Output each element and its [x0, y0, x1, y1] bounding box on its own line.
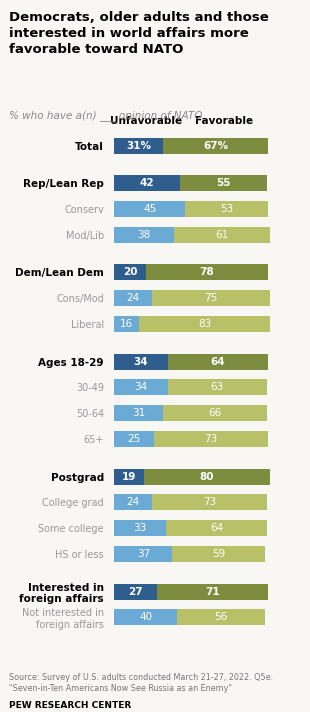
Bar — [114, 290, 152, 306]
Text: 78: 78 — [200, 267, 214, 278]
Text: 63: 63 — [210, 382, 224, 392]
Bar — [152, 290, 270, 306]
Text: 38: 38 — [138, 230, 151, 240]
Bar — [157, 584, 268, 600]
Text: 16: 16 — [120, 319, 134, 329]
Bar — [168, 354, 268, 370]
Text: 75: 75 — [204, 293, 218, 303]
Bar — [174, 227, 270, 243]
Text: 33: 33 — [134, 523, 147, 533]
Text: 61: 61 — [215, 230, 228, 240]
Text: 37: 37 — [137, 549, 150, 559]
Bar — [114, 316, 140, 332]
Bar — [180, 175, 267, 192]
Bar — [152, 494, 267, 511]
Bar — [114, 201, 185, 217]
Text: 31: 31 — [132, 408, 145, 418]
Text: % who have a(n) ___ opinion of NATO: % who have a(n) ___ opinion of NATO — [9, 110, 203, 121]
Text: 71: 71 — [205, 587, 220, 597]
Bar — [114, 175, 180, 192]
Text: 64: 64 — [211, 357, 225, 367]
Text: 64: 64 — [210, 523, 223, 533]
Text: 56: 56 — [215, 612, 228, 622]
Bar — [114, 468, 144, 485]
Text: 40: 40 — [139, 612, 152, 622]
Bar — [114, 264, 146, 281]
Bar — [114, 354, 168, 370]
Text: 83: 83 — [198, 319, 211, 329]
Bar — [146, 264, 268, 281]
Text: Source: Survey of U.S. adults conducted March 21-27, 2022. Q5e.
"Seven-in-Ten Am: Source: Survey of U.S. adults conducted … — [9, 673, 273, 693]
Bar — [144, 468, 270, 485]
Bar — [168, 379, 267, 395]
Bar — [114, 405, 163, 422]
Text: 55: 55 — [216, 178, 231, 188]
Text: 25: 25 — [127, 434, 140, 444]
Bar — [114, 227, 174, 243]
Text: 80: 80 — [200, 471, 214, 481]
Text: 31%: 31% — [126, 141, 151, 151]
Bar — [114, 520, 166, 536]
Bar — [172, 546, 265, 562]
Bar — [166, 520, 267, 536]
Text: 27: 27 — [128, 587, 143, 597]
Text: 34: 34 — [134, 382, 148, 392]
Text: 59: 59 — [212, 549, 225, 559]
Text: 66: 66 — [208, 408, 221, 418]
Bar — [114, 137, 163, 154]
Text: 20: 20 — [123, 267, 137, 278]
Text: 67%: 67% — [203, 141, 228, 151]
Bar — [163, 405, 267, 422]
Bar — [114, 379, 168, 395]
Bar — [163, 137, 268, 154]
Text: 73: 73 — [203, 498, 216, 508]
Text: Favorable: Favorable — [195, 116, 253, 126]
Bar — [153, 431, 268, 447]
Text: 42: 42 — [140, 178, 155, 188]
Text: Unfavorable: Unfavorable — [110, 116, 182, 126]
Bar — [114, 609, 177, 625]
Text: 24: 24 — [126, 498, 140, 508]
Text: 24: 24 — [126, 293, 140, 303]
Bar — [114, 431, 153, 447]
Text: 34: 34 — [134, 357, 148, 367]
Bar — [140, 316, 270, 332]
Text: PEW RESEARCH CENTER: PEW RESEARCH CENTER — [9, 701, 131, 711]
Text: 73: 73 — [204, 434, 218, 444]
Bar — [185, 201, 268, 217]
Bar — [114, 584, 157, 600]
Text: 45: 45 — [143, 204, 156, 214]
Text: 19: 19 — [122, 471, 136, 481]
Bar — [114, 546, 172, 562]
Bar — [177, 609, 265, 625]
Text: 53: 53 — [220, 204, 233, 214]
Bar — [114, 494, 152, 511]
Text: Democrats, older adults and those
interested in world affairs more
favorable tow: Democrats, older adults and those intere… — [9, 11, 269, 56]
